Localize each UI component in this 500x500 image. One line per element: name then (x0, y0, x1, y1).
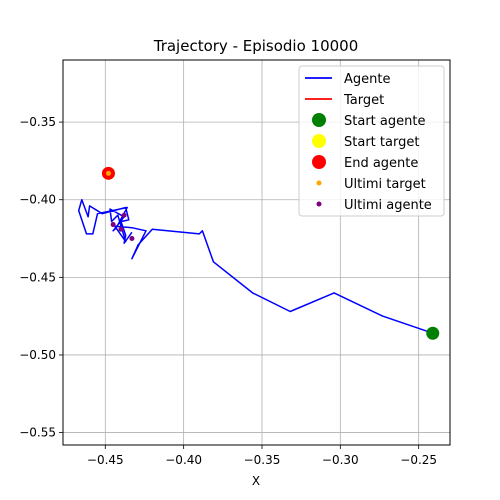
legend-box (298, 65, 445, 217)
legend-label-agente: Agente (344, 72, 390, 87)
y-tick-label: −0.50 (19, 348, 56, 362)
y-tick-label: −0.40 (19, 193, 56, 207)
legend-label-start-target: Start target (344, 135, 419, 150)
x-tick-label: −0.40 (165, 453, 202, 467)
x-tick-label: −0.30 (322, 453, 359, 467)
axes-frame (62, 59, 451, 446)
agente-line (77, 198, 434, 334)
axis-ticks: −0.45 −0.40 −0.35 −0.30 −0.25 −0.35 −0.40 −0.45… (19, 115, 437, 467)
ultimi-target-marker (105, 170, 111, 176)
legend-label-end-agente: End agente (344, 156, 418, 171)
ultimi-agente-marker (129, 236, 135, 242)
legend-label-ultimi-agente: Ultimi agente (344, 198, 432, 213)
ultimi-agente-marker (118, 226, 124, 232)
y-tick-label: −0.45 (19, 270, 56, 284)
start-agente-marker (426, 326, 440, 340)
x-tick-label: −0.25 (400, 453, 437, 467)
y-tick-label: −0.55 (19, 426, 56, 440)
chart-title: Trajectory - Episodio 10000 (153, 37, 359, 55)
legend-swatch-start-target (312, 134, 326, 148)
legend-swatch-start-agente (312, 113, 326, 127)
ultimi-agente-marker (110, 222, 116, 228)
legend-swatch-ultimi-target (316, 180, 322, 186)
y-tick-label: −0.35 (19, 115, 56, 129)
x-tick-label: −0.35 (244, 453, 281, 467)
x-tick-label: −0.45 (87, 453, 124, 467)
plot-area (77, 166, 440, 340)
legend-label-ultimi-target: Ultimi target (344, 177, 426, 192)
legend-label-start-agente: Start agente (344, 114, 425, 129)
ultimi-agente-marker (121, 212, 127, 218)
legend-label-target: Target (343, 93, 384, 108)
x-axis-label: X (252, 474, 260, 488)
legend-swatch-ultimi-agente (316, 201, 322, 207)
legend-swatch-end-agente (312, 155, 326, 169)
legend: Agente Target Start agente Start target End … (298, 65, 445, 217)
